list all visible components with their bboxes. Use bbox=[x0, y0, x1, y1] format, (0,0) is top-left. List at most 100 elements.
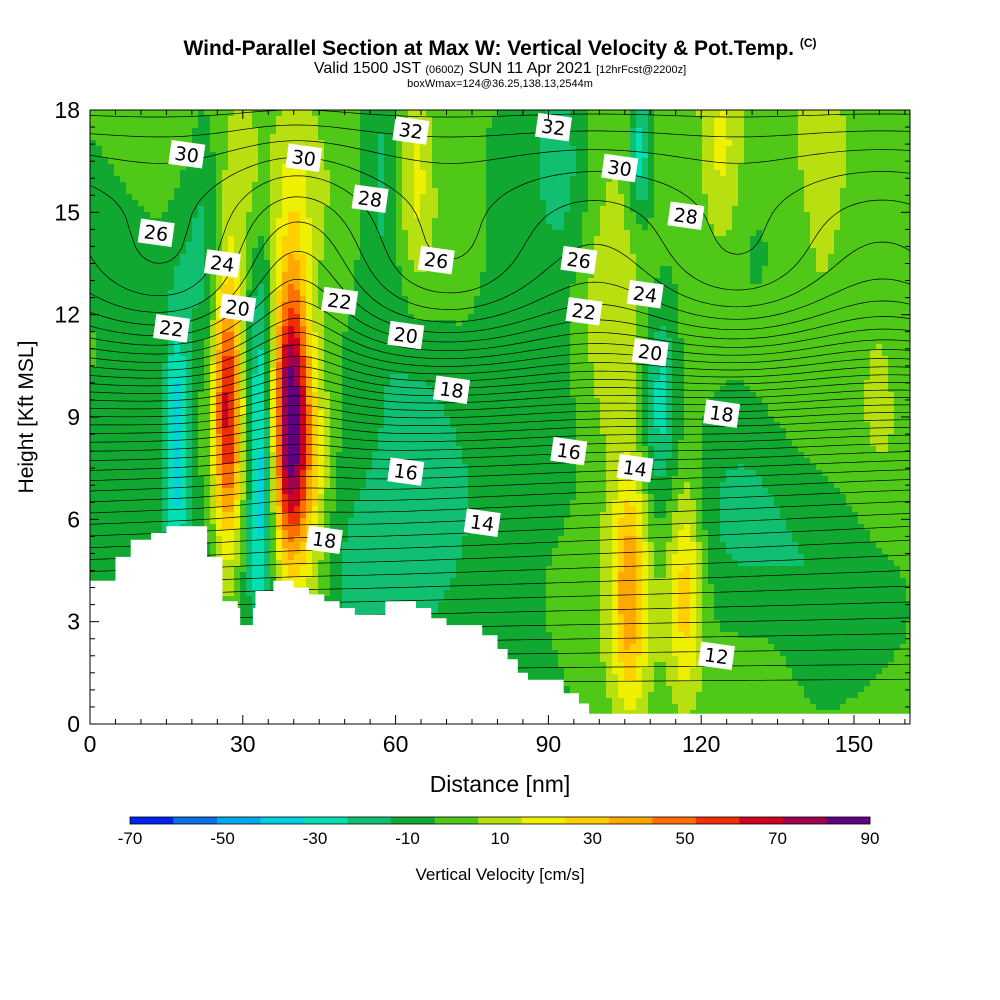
w-cell bbox=[300, 518, 307, 525]
w-cell bbox=[306, 500, 313, 507]
w-cell bbox=[210, 542, 217, 549]
w-cell bbox=[252, 398, 259, 405]
w-cell bbox=[366, 608, 373, 615]
w-cell bbox=[312, 278, 319, 285]
w-cell bbox=[234, 548, 241, 555]
w-cell bbox=[144, 152, 151, 159]
w-cell bbox=[240, 512, 247, 519]
w-cell bbox=[270, 146, 277, 153]
w-cell bbox=[210, 242, 217, 249]
w-cell bbox=[288, 410, 295, 417]
w-cell bbox=[222, 578, 229, 585]
w-cell bbox=[222, 152, 229, 159]
w-cell bbox=[240, 434, 247, 441]
w-cell bbox=[96, 446, 103, 453]
w-cell bbox=[96, 338, 103, 345]
w-cell bbox=[336, 152, 343, 159]
w-cell bbox=[108, 524, 115, 531]
w-cell bbox=[138, 302, 145, 309]
w-cell bbox=[306, 116, 313, 123]
w-cell bbox=[114, 482, 121, 489]
w-cell bbox=[126, 524, 133, 531]
w-cell bbox=[114, 140, 121, 147]
w-cell bbox=[366, 122, 373, 129]
w-cell bbox=[90, 236, 97, 243]
w-cell bbox=[96, 302, 103, 309]
w-cell bbox=[282, 368, 289, 375]
w-cell bbox=[288, 326, 295, 333]
w-cell bbox=[366, 440, 373, 447]
w-cell bbox=[222, 440, 229, 447]
w-cell bbox=[372, 224, 379, 231]
w-cell bbox=[168, 116, 175, 123]
w-cell bbox=[114, 212, 121, 219]
w-cell bbox=[138, 284, 145, 291]
w-cell bbox=[162, 254, 169, 261]
w-cell bbox=[222, 422, 229, 429]
w-cell bbox=[264, 446, 271, 453]
w-cell bbox=[222, 596, 229, 603]
w-cell bbox=[270, 554, 277, 561]
w-cell bbox=[330, 380, 337, 387]
w-cell bbox=[198, 458, 205, 465]
w-cell bbox=[240, 452, 247, 459]
w-cell bbox=[360, 482, 367, 489]
w-cell bbox=[108, 134, 115, 141]
w-cell bbox=[120, 380, 127, 387]
w-cell bbox=[300, 416, 307, 423]
w-cell bbox=[348, 536, 355, 543]
w-cell bbox=[180, 206, 187, 213]
w-cell bbox=[90, 518, 97, 525]
w-cell bbox=[330, 158, 337, 165]
w-cell bbox=[132, 152, 139, 159]
w-cell bbox=[276, 482, 283, 489]
w-cell bbox=[144, 272, 151, 279]
w-cell bbox=[276, 338, 283, 345]
w-cell bbox=[114, 548, 121, 555]
w-cell bbox=[276, 170, 283, 177]
w-cell bbox=[246, 482, 253, 489]
w-cell bbox=[222, 290, 229, 297]
w-cell bbox=[222, 386, 229, 393]
w-cell bbox=[216, 332, 223, 339]
w-cell bbox=[300, 344, 307, 351]
w-cell bbox=[240, 398, 247, 405]
w-cell bbox=[156, 434, 163, 441]
w-cell bbox=[294, 410, 301, 417]
w-cell bbox=[240, 140, 247, 147]
w-cell bbox=[306, 440, 313, 447]
w-cell bbox=[246, 506, 253, 513]
w-cell bbox=[144, 428, 151, 435]
w-cell bbox=[204, 446, 211, 453]
w-cell bbox=[336, 422, 343, 429]
w-cell bbox=[372, 170, 379, 177]
w-cell bbox=[108, 284, 115, 291]
w-cell bbox=[318, 254, 325, 261]
w-cell bbox=[348, 416, 355, 423]
w-cell bbox=[120, 482, 127, 489]
w-cell bbox=[282, 218, 289, 225]
w-cell bbox=[258, 158, 265, 165]
w-cell bbox=[96, 194, 103, 201]
w-cell bbox=[336, 230, 343, 237]
w-cell bbox=[186, 332, 193, 339]
w-cell bbox=[378, 368, 385, 375]
w-cell bbox=[90, 410, 97, 417]
w-cell bbox=[264, 176, 271, 183]
w-cell bbox=[378, 146, 385, 153]
w-cell bbox=[312, 302, 319, 309]
w-cell bbox=[348, 350, 355, 357]
w-cell bbox=[306, 464, 313, 471]
w-cell bbox=[306, 212, 313, 219]
w-cell bbox=[216, 224, 223, 231]
w-cell bbox=[90, 470, 97, 477]
w-cell bbox=[102, 110, 109, 117]
w-cell bbox=[264, 332, 271, 339]
w-cell bbox=[120, 350, 127, 357]
w-cell bbox=[222, 452, 229, 459]
w-cell bbox=[366, 500, 373, 507]
w-cell bbox=[210, 134, 217, 141]
w-cell bbox=[282, 350, 289, 357]
w-cell bbox=[264, 572, 271, 579]
w-cell bbox=[216, 320, 223, 327]
